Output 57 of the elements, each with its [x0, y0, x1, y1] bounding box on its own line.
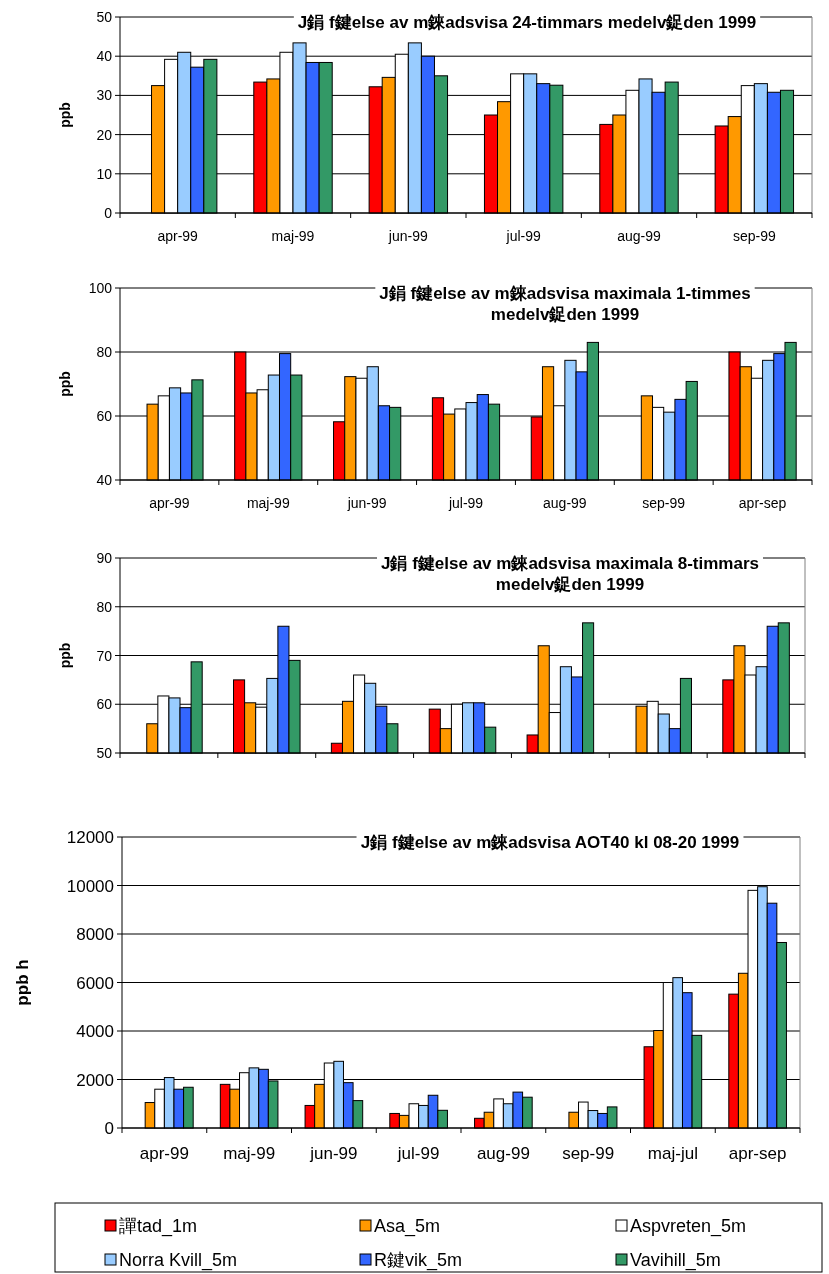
x-tick-label: jul-99	[505, 228, 541, 244]
y-tick-label: 80	[96, 344, 113, 361]
legend-label: Norra Kvill_5m	[119, 1250, 238, 1271]
y-tick-label: 0	[104, 205, 113, 222]
y-tick-label: 12000	[66, 828, 114, 848]
y-tick-label: 30	[96, 87, 113, 104]
x-tick-label: maj-99	[271, 228, 315, 244]
x-tick-label: jun-99	[309, 1144, 358, 1163]
y-tick-label: 90	[96, 550, 113, 567]
chart-title: J鋗 f鍵else av m錸adsvisa 24-timmars medelv鋜den 1999	[297, 13, 757, 32]
chart-title: J鋗 f鍵else av m錸adsvisa maximala 8-timmars medelv鋜den 1999	[381, 554, 759, 594]
y-tick-label: 20	[96, 126, 113, 143]
x-tick-label: aug-99	[476, 1144, 530, 1163]
x-tick-label: apr-99	[139, 1144, 189, 1163]
y-tick-label: 80	[96, 598, 113, 615]
x-tick-label: apr-99	[157, 228, 199, 244]
y-tick-label: 100	[88, 280, 113, 297]
chart-title: J鋗 f鍵else av m錸adsvisa AOT40 kl 08-20 1999	[360, 833, 740, 852]
x-tick-label: maj-99	[223, 1144, 276, 1163]
legend-label: 譂tad_1m	[119, 1216, 198, 1237]
y-tick-label: 10000	[66, 876, 114, 896]
x-tick-label: jun-99	[387, 228, 428, 244]
x-tick-label: apr-sep	[728, 1144, 787, 1163]
y-axis-title: ppb	[57, 102, 73, 128]
x-tick-label: sep-99	[562, 1144, 615, 1163]
x-tick-label: jul-99	[396, 1144, 440, 1163]
y-tick-label: 0	[104, 1119, 114, 1139]
legend-label: R鍵vik_5m	[374, 1250, 463, 1271]
y-tick-label: 6000	[76, 973, 114, 993]
y-tick-label: 60	[96, 696, 113, 713]
y-tick-label: 10	[96, 165, 113, 182]
y-tick-label: 40	[96, 472, 113, 489]
x-tick-label: jun-99	[346, 495, 387, 511]
chart-title: J鋗 f鍵else av m錸adsvisa maximala 1-timmes medelv鋜den 1999	[379, 284, 751, 324]
y-tick-label: 70	[96, 647, 113, 664]
y-axis-title: ppb	[57, 642, 73, 669]
y-axis-title: ppb h	[13, 959, 32, 1006]
x-tick-label: aug-99	[543, 495, 587, 511]
y-tick-label: 8000	[76, 925, 114, 945]
x-tick-label: maj-jul	[647, 1144, 698, 1163]
x-tick-label: maj-99	[246, 495, 290, 511]
y-tick-label: 50	[96, 745, 113, 762]
y-tick-label: 2000	[76, 1070, 114, 1090]
x-tick-label: jul-99	[447, 495, 484, 511]
x-tick-label: aug-99	[617, 228, 662, 244]
legend-label: Vavihill_5m	[630, 1250, 721, 1271]
x-tick-label: apr-sep	[738, 495, 787, 511]
x-tick-label: sep-99	[642, 495, 686, 511]
x-tick-label: sep-99	[732, 228, 776, 244]
legend-label: Aspvreten_5m	[630, 1216, 747, 1237]
y-tick-label: 60	[96, 408, 113, 425]
y-axis-title: ppb	[57, 371, 73, 397]
x-tick-label: apr-99	[149, 495, 190, 511]
y-tick-label: 50	[96, 9, 113, 26]
legend-label: Asa_5m	[374, 1216, 441, 1237]
y-tick-label: 40	[96, 48, 113, 65]
y-tick-label: 4000	[76, 1022, 114, 1042]
